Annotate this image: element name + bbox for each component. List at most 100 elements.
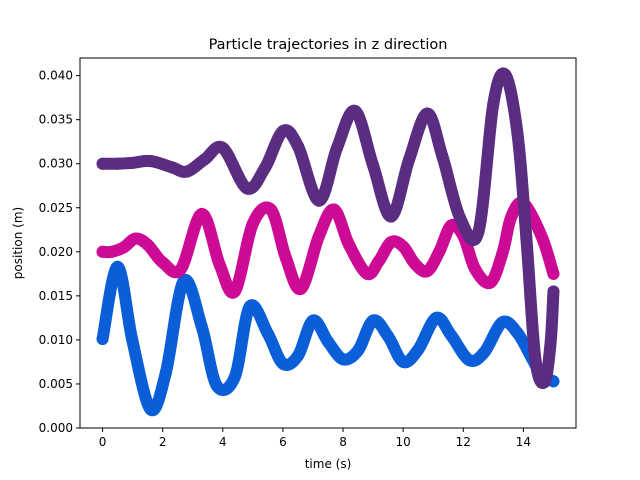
data-point <box>294 282 307 295</box>
data-point <box>367 314 380 327</box>
data-point <box>385 210 398 223</box>
data-point <box>126 335 139 348</box>
data-point <box>322 335 334 348</box>
y-tick-label: 0.030 <box>39 157 73 171</box>
y-tick-label: 0.010 <box>39 333 73 347</box>
data-point <box>276 125 289 138</box>
data-point <box>246 217 259 230</box>
series-3 <box>96 67 560 390</box>
data-point <box>312 229 325 242</box>
data-point <box>538 376 551 389</box>
data-point <box>213 259 226 272</box>
data-point <box>126 156 139 169</box>
data-point <box>352 344 365 357</box>
y-tick-label: 0.025 <box>39 201 73 215</box>
data-point <box>264 203 277 216</box>
data-point <box>243 300 256 313</box>
data-point <box>177 274 190 287</box>
series-layer <box>96 67 560 417</box>
x-tick-label: 10 <box>396 435 411 449</box>
data-point <box>210 379 223 392</box>
data-point <box>180 165 193 178</box>
x-tick-label: 12 <box>456 435 471 449</box>
data-point <box>409 258 422 271</box>
data-point <box>454 212 467 225</box>
x-tick-label: 8 <box>339 435 347 449</box>
data-point <box>312 194 325 207</box>
data-point <box>195 320 208 333</box>
data-point <box>511 326 524 339</box>
data-point <box>373 254 386 267</box>
data-point <box>421 265 434 278</box>
data-point <box>261 327 274 340</box>
data-point <box>361 267 374 280</box>
data-point <box>117 241 130 254</box>
data-point <box>331 141 344 154</box>
y-tick-label: 0.005 <box>39 377 73 391</box>
data-point <box>144 403 157 416</box>
data-point <box>156 256 169 269</box>
data-point <box>111 260 124 273</box>
data-point <box>496 316 509 329</box>
data-point <box>430 311 443 324</box>
x-axis-label: time (s) <box>305 457 352 471</box>
data-point <box>397 240 410 253</box>
y-tick-label: 0.015 <box>39 289 73 303</box>
x-tick-label: 0 <box>99 435 107 449</box>
data-point <box>228 370 241 383</box>
data-point <box>385 236 398 249</box>
data-point <box>367 159 380 172</box>
data-point <box>469 263 482 276</box>
data-point <box>511 126 524 139</box>
x-tick-label: 6 <box>279 435 287 449</box>
chart-title: Particle trajectories in z direction <box>209 37 448 53</box>
data-point <box>144 155 157 168</box>
data-point <box>111 157 124 170</box>
data-point <box>343 238 356 251</box>
data-point <box>472 226 485 239</box>
data-point <box>397 355 410 368</box>
data-point <box>306 314 319 327</box>
data-point <box>433 245 446 258</box>
data-point <box>198 153 211 166</box>
x-axis: 0 2 4 6 8 10 12 14 <box>99 428 531 449</box>
data-point <box>291 349 304 362</box>
x-tick-label: 2 <box>159 435 167 449</box>
data-point <box>535 229 548 242</box>
data-point <box>328 203 341 216</box>
data-point <box>240 182 253 195</box>
data-point <box>337 353 350 366</box>
x-tick-label: 14 <box>516 435 531 449</box>
data-point <box>96 333 109 346</box>
data-point <box>412 343 425 356</box>
data-point <box>487 97 500 110</box>
data-point <box>499 68 512 81</box>
data-point <box>547 285 560 298</box>
data-point <box>529 353 542 366</box>
data-point <box>96 157 109 170</box>
y-axis-label: position (m) <box>11 207 25 279</box>
y-tick-label: 0.040 <box>39 69 73 83</box>
data-point <box>520 232 533 245</box>
data-point <box>258 162 271 175</box>
y-tick-label: 0.000 <box>39 421 73 435</box>
data-point <box>496 247 509 260</box>
y-tick-label: 0.035 <box>39 113 73 127</box>
series-1 <box>96 260 560 417</box>
data-point <box>463 354 476 367</box>
data-point <box>228 285 241 298</box>
data-point <box>445 219 458 232</box>
data-point <box>382 330 395 343</box>
data-point <box>165 161 178 174</box>
data-point <box>105 245 118 258</box>
y-tick-label: 0.020 <box>39 245 73 259</box>
data-point <box>195 207 208 220</box>
data-point <box>544 338 557 351</box>
data-point <box>279 251 292 264</box>
data-point <box>174 263 187 276</box>
data-point <box>96 245 109 258</box>
data-point <box>159 367 172 380</box>
series-2 <box>96 196 560 299</box>
data-point <box>276 357 289 370</box>
